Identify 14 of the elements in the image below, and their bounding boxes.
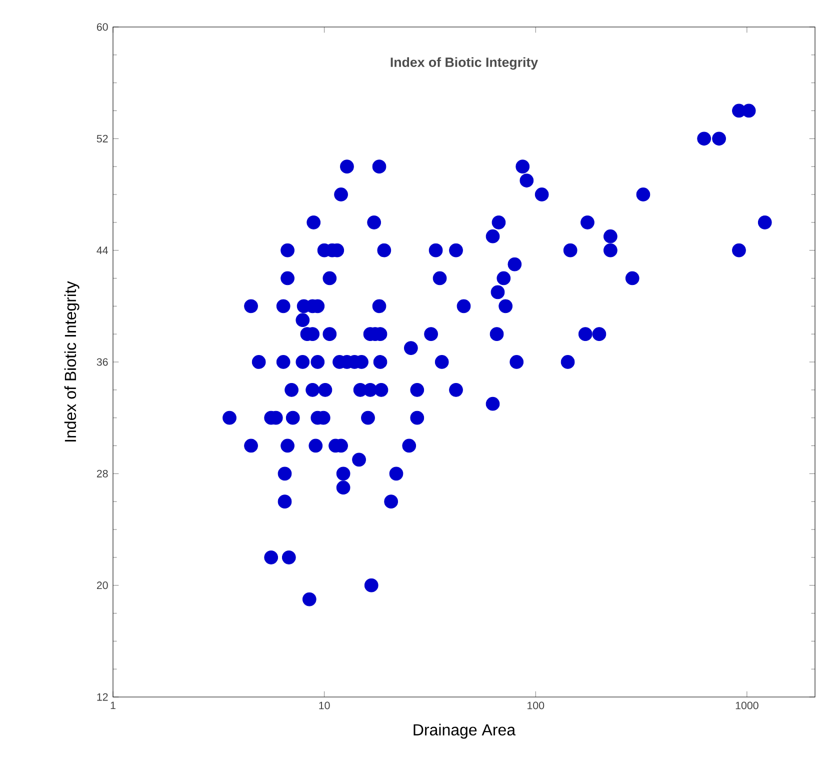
y-tick-label: 12 bbox=[97, 693, 108, 701]
x-tick-label: 100 bbox=[528, 702, 544, 710]
x-axis-title: Drainage Area bbox=[414, 724, 516, 739]
text: Index of Biotic Integrity bbox=[390, 57, 538, 70]
y-tick-label: 44 bbox=[96, 246, 108, 254]
x-tick-label: 10 bbox=[319, 702, 330, 710]
y-tick-label: 36 bbox=[96, 358, 108, 366]
y-tick-label: 28 bbox=[96, 470, 108, 478]
y-tick-label: 52 bbox=[96, 134, 108, 142]
y-tick-label: 20 bbox=[96, 582, 108, 590]
y-tick-label: 60 bbox=[96, 23, 108, 31]
y-axis-title: Index of Biotic Integrity bbox=[64, 281, 80, 442]
x-tick-label: 1 bbox=[110, 702, 116, 710]
x-tick-label: 1000 bbox=[736, 702, 758, 710]
